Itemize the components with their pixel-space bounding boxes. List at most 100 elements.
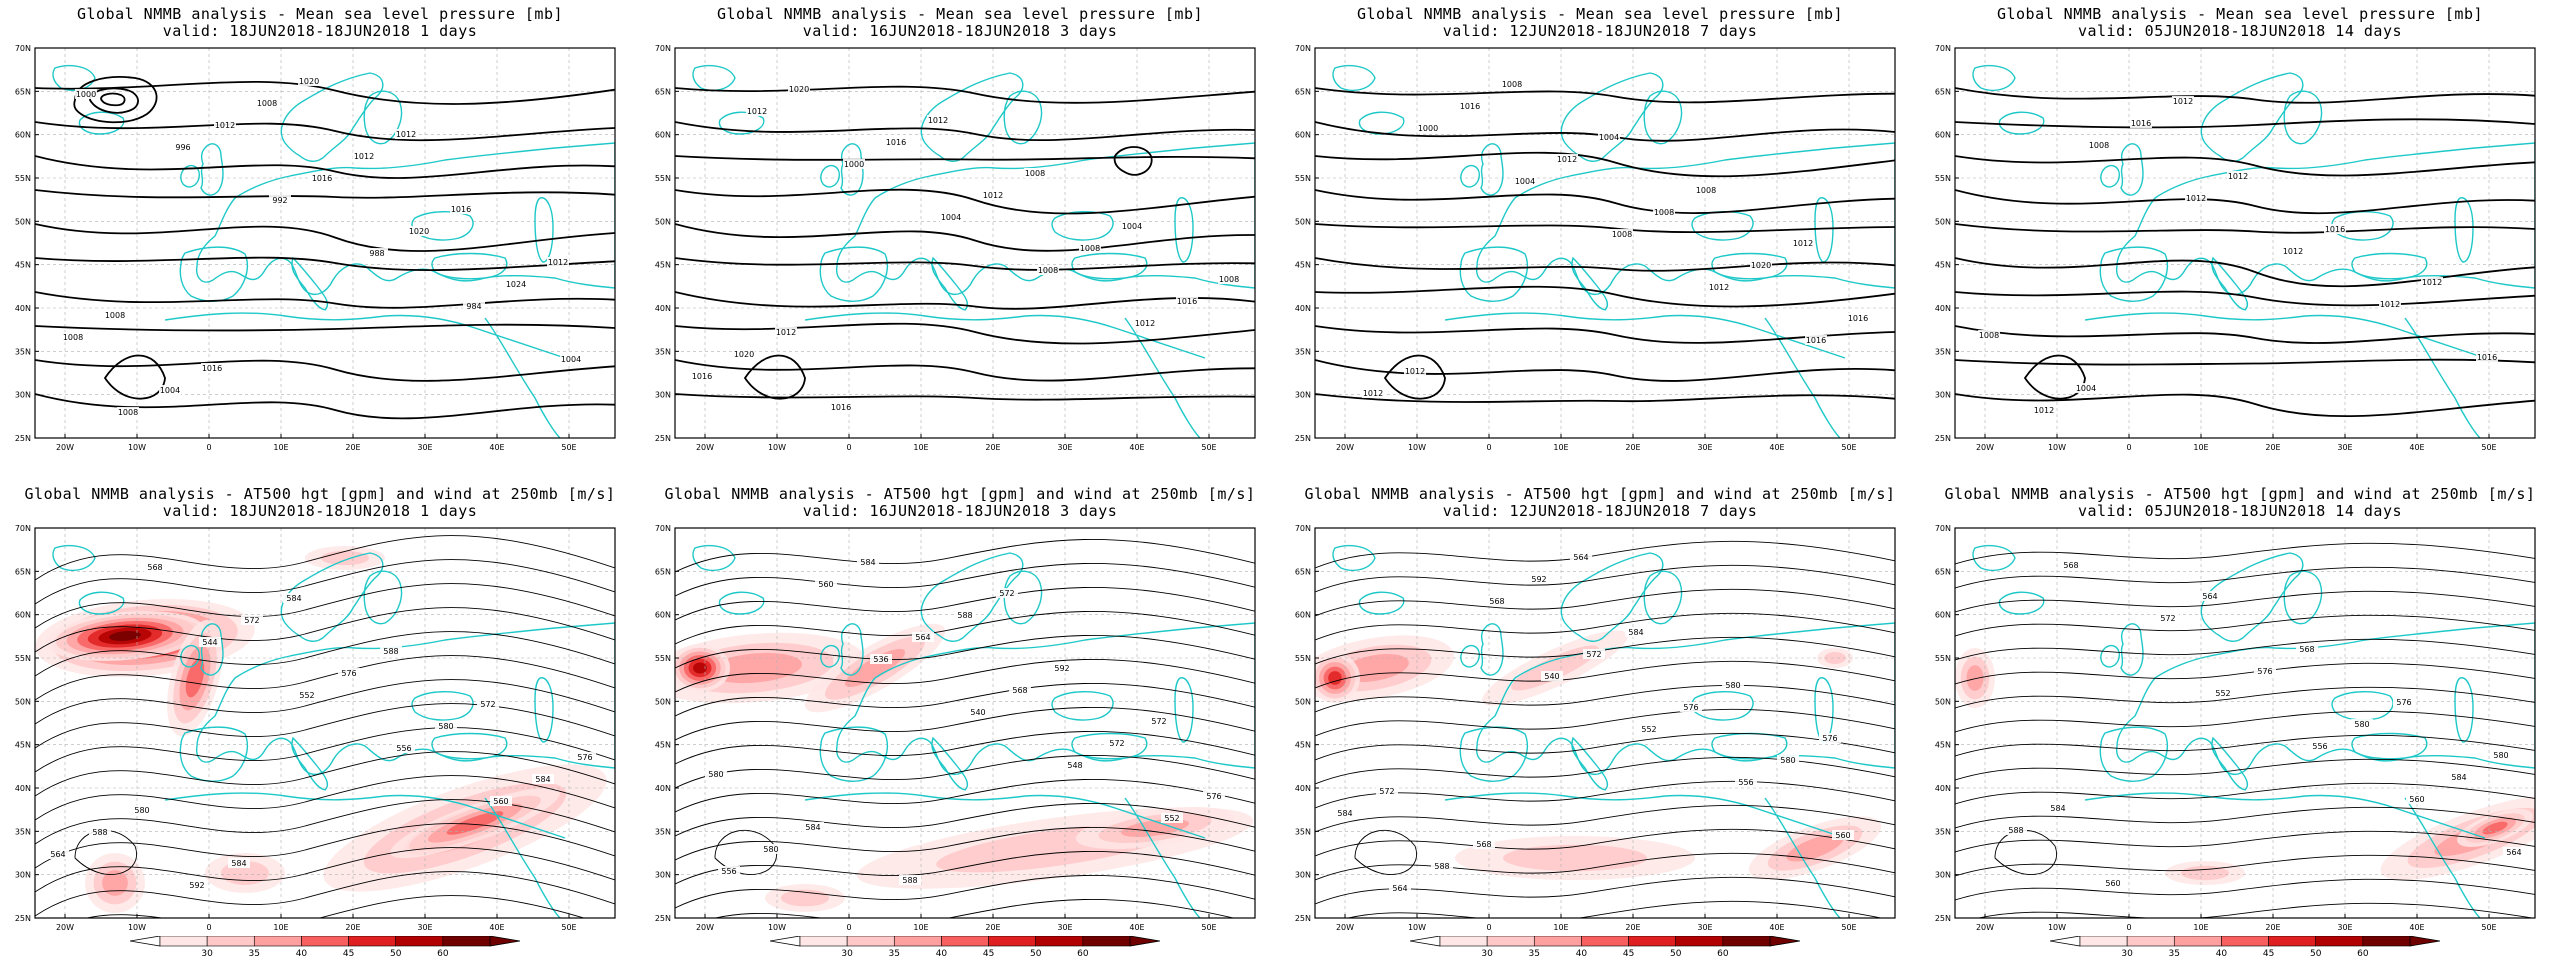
lat-tick-label: 45N [1295, 741, 1311, 750]
lon-tick-label: 0 [2126, 443, 2131, 452]
lon-tick-label: 30E [1697, 443, 1712, 452]
isobar-label: 1008 [1038, 266, 1058, 275]
isobar [1315, 285, 1895, 308]
height-contour [35, 607, 615, 653]
isobar-label: 1016 [2325, 225, 2345, 234]
colorbar-swatch [206, 936, 255, 947]
isobar-label: 1020 [1751, 261, 1771, 270]
lat-tick-label: 60N [1295, 611, 1311, 620]
height-contour [1955, 854, 2535, 877]
lat-tick-label: 70N [1295, 524, 1311, 533]
contour-label-bg [201, 363, 223, 373]
colorbar-swatch [395, 936, 444, 947]
lon-tick-label: 40E [1769, 923, 1784, 932]
isobar-label: 1016 [1806, 336, 1826, 345]
hgt500-wind250-panel-14days: Global NMMB analysis - AT500 hgt [gpm] a… [1920, 480, 2560, 960]
colorbar-label: 45 [1623, 949, 1634, 958]
contour-label-bg [199, 637, 221, 647]
contour-label-bg [1556, 154, 1578, 164]
lat-tick-label: 60N [15, 611, 31, 620]
height-contour-label: 576 [2396, 698, 2411, 707]
isobar-label: 1008 [118, 408, 138, 417]
coastline [1814, 197, 1834, 263]
isobar [73, 76, 158, 124]
isobar [675, 223, 1255, 252]
coastline [2454, 197, 2474, 263]
contour-label-bg [172, 142, 194, 152]
height-contour [1955, 806, 2535, 829]
isobar-label: 1008 [1612, 230, 1632, 239]
isobar [743, 354, 806, 400]
map-plot: 1000 996 992 988 984 1004 1008 1012 1016 1020 1024… [15, 44, 616, 452]
coastline [484, 317, 561, 438]
height-contour [1315, 588, 1895, 617]
isobar [675, 155, 1255, 161]
lat-tick-label: 25N [1935, 914, 1951, 923]
height-contour-label: 588 [1434, 862, 1449, 871]
contour-label-bg [2393, 697, 2415, 707]
colorbar-swatch [846, 936, 895, 947]
contour-label-bg [1777, 755, 1799, 765]
lon-tick-label: 50E [1841, 923, 1856, 932]
contour-label-bg [241, 615, 263, 625]
contour-label-bg [1501, 79, 1523, 89]
colorbar-max-arrow [1129, 936, 1160, 947]
isobar [1113, 146, 1153, 176]
contour-label-bg [505, 279, 527, 289]
contour-label-bg [463, 301, 485, 311]
hgt500-wind250-panel-3days: Global NMMB analysis - AT500 hgt [gpm] a… [640, 480, 1280, 960]
lon-tick-label: 30E [2337, 443, 2352, 452]
coastline [2116, 622, 2535, 776]
colorbar-label: 30 [841, 949, 853, 958]
lon-tick-label: 30E [417, 443, 432, 452]
height-contour [675, 779, 1255, 813]
lon-tick-label: 10E [913, 923, 928, 932]
lon-tick-label: 50E [561, 923, 576, 932]
height-contour-label: 552 [2215, 689, 2230, 698]
lat-tick-label: 60N [655, 611, 671, 620]
coastline [180, 644, 200, 668]
contour-label-bg [1079, 243, 1101, 253]
coastline [52, 65, 96, 91]
lon-tick-label: 10W [1408, 443, 1426, 452]
height-contour-label: 584 [2451, 773, 2466, 782]
colorbar-label: 30 [201, 949, 213, 958]
colorbar-label: 60 [1717, 949, 1729, 958]
height-contour-label: 552 [1641, 725, 1656, 734]
height-contour [675, 539, 1255, 573]
contour-label-bg [1218, 274, 1240, 284]
contour-label-bg [1459, 101, 1481, 111]
height-contour [1955, 830, 2535, 853]
colorbar-swatch [988, 936, 1037, 947]
height-contour [35, 847, 615, 893]
height-contour [35, 583, 615, 629]
lon-tick-label: 20E [985, 443, 1000, 452]
height-contour-label: 572 [1109, 739, 1124, 748]
coastline [1459, 726, 1529, 782]
lon-tick-label: 20E [345, 923, 360, 932]
contour-label-bg [1148, 716, 1170, 726]
lat-tick-label: 25N [1295, 914, 1311, 923]
lon-tick-label: 10E [273, 443, 288, 452]
panel-title: Global NMMB analysis - Mean sea level pr… [716, 5, 1204, 23]
height-contour-label: 540 [970, 708, 985, 717]
colorbar-max-arrow [489, 936, 520, 947]
height-contour-label: 584 [860, 558, 875, 567]
lat-tick-label: 35N [1295, 827, 1311, 836]
lat-tick-label: 40N [1295, 784, 1311, 793]
coastline [1560, 72, 1664, 162]
jet-wind-shading [446, 811, 504, 835]
contour-label-bg [2047, 803, 2069, 813]
height-contour-label: 588 [383, 647, 398, 656]
contour-label-bg [380, 646, 402, 656]
contour-label-bg [2088, 140, 2110, 150]
panel-valid-range: valid: 05JUN2018-18JUN2018 14 days [2077, 502, 2403, 520]
contour-label-bg [1735, 777, 1757, 787]
contour-label-bg [885, 137, 907, 147]
isobar-label: 1016 [831, 403, 851, 412]
isobar-label: 1008 [1219, 275, 1239, 284]
height-contour [1315, 612, 1895, 641]
height-contour-label: 580 [1725, 681, 1740, 690]
coastline [52, 545, 96, 571]
lat-tick-label: 30N [1295, 391, 1311, 400]
